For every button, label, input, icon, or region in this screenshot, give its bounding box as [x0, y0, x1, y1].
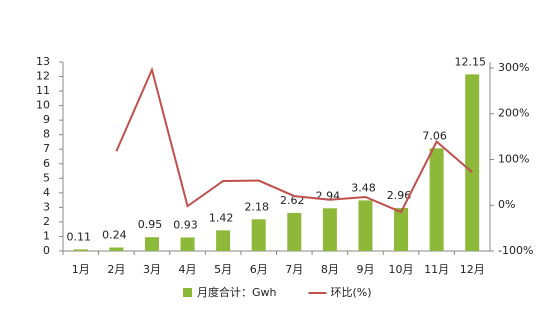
- data-label: 0.24: [102, 229, 127, 242]
- x-tick-label: 8月: [321, 263, 339, 276]
- bar: [394, 207, 409, 251]
- bar: [358, 200, 373, 251]
- y-tick-label: 5: [43, 171, 50, 184]
- data-label: 2.96: [387, 189, 412, 202]
- x-tick-label: 10月: [389, 263, 414, 276]
- x-tick-label: 2月: [107, 263, 125, 276]
- line: [115, 66, 473, 214]
- bar: [144, 237, 159, 251]
- y2-tick-label: 100%: [498, 152, 529, 165]
- data-label: 1.42: [209, 211, 234, 224]
- data-label: 0.11: [67, 230, 92, 243]
- y2-tick-label: 0%: [498, 198, 515, 211]
- bar: [216, 230, 231, 251]
- y-tick-label: 2: [43, 215, 50, 228]
- bar: [465, 74, 480, 251]
- y-tick-label: 8: [43, 128, 50, 141]
- data-label: 0.95: [138, 218, 163, 231]
- x-tick-label: 12月: [460, 263, 485, 276]
- bar: [287, 212, 302, 251]
- data-label: 2.18: [244, 200, 269, 213]
- data-label: 12.15: [454, 55, 486, 68]
- x-tick-label: 1月: [72, 263, 90, 276]
- bar: [73, 249, 88, 251]
- data-label: 0.93: [173, 218, 198, 231]
- y-tick-label: 0: [43, 244, 50, 257]
- bar: [251, 219, 266, 251]
- y2-tick-label: -100%: [498, 244, 533, 257]
- y-tick-label: 10: [36, 99, 50, 112]
- x-tick-label: 11月: [424, 263, 449, 276]
- y-tick-label: 12: [36, 70, 50, 83]
- legend-label: 环比(%): [331, 286, 372, 299]
- x-tick-label: 5月: [214, 263, 232, 276]
- y-tick-label: 7: [43, 142, 50, 155]
- bar: [322, 208, 337, 251]
- y2-tick-label: 300%: [498, 61, 529, 74]
- x-tick-label: 3月: [143, 263, 161, 276]
- x-tick-label: 7月: [285, 263, 303, 276]
- y-tick-label: 9: [43, 113, 50, 126]
- x-tick-label: 9月: [356, 263, 374, 276]
- legend-swatch: [183, 288, 192, 297]
- x-tick-label: 6月: [250, 263, 268, 276]
- y2-tick-label: 200%: [498, 107, 529, 120]
- y-tick-label: 1: [43, 229, 50, 242]
- bar: [180, 237, 195, 251]
- data-label: 3.48: [351, 181, 376, 194]
- y-tick-label: 13: [36, 55, 50, 68]
- legend-label: 月度合计：Gwh: [197, 285, 277, 299]
- x-tick-label: 4月: [179, 263, 197, 276]
- y-tick-label: 3: [43, 200, 50, 213]
- bar: [429, 148, 444, 251]
- y-tick-label: 6: [43, 157, 50, 170]
- y-tick-label: 4: [43, 186, 50, 199]
- bar: [109, 247, 124, 251]
- y-tick-label: 11: [36, 84, 50, 97]
- data-label: 7.06: [422, 129, 447, 142]
